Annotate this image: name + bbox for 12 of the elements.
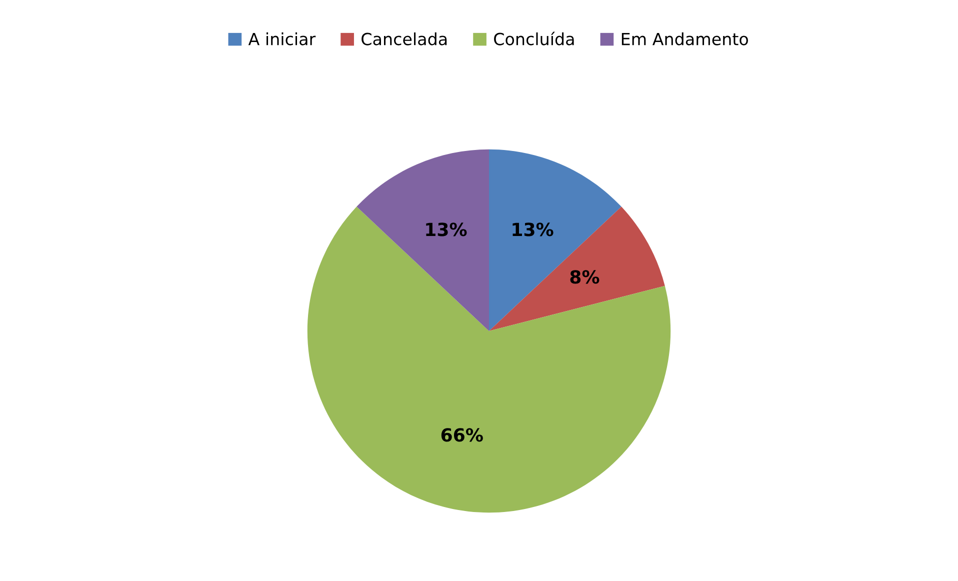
legend-label: A iniciar: [248, 32, 316, 46]
legend-label: Cancelada: [362, 32, 447, 46]
legend-label: Concluída: [494, 32, 574, 46]
data-label: 13%: [426, 222, 467, 236]
pie-slice: [489, 206, 665, 331]
data-label: 66%: [441, 428, 483, 442]
pie-slice: [307, 206, 671, 513]
pie-slice: [489, 149, 622, 331]
data-label: 13%: [512, 222, 554, 236]
data-label: 8%: [570, 270, 600, 284]
pie-slice: [356, 149, 489, 331]
legend-label: Em Andamento: [622, 32, 748, 46]
